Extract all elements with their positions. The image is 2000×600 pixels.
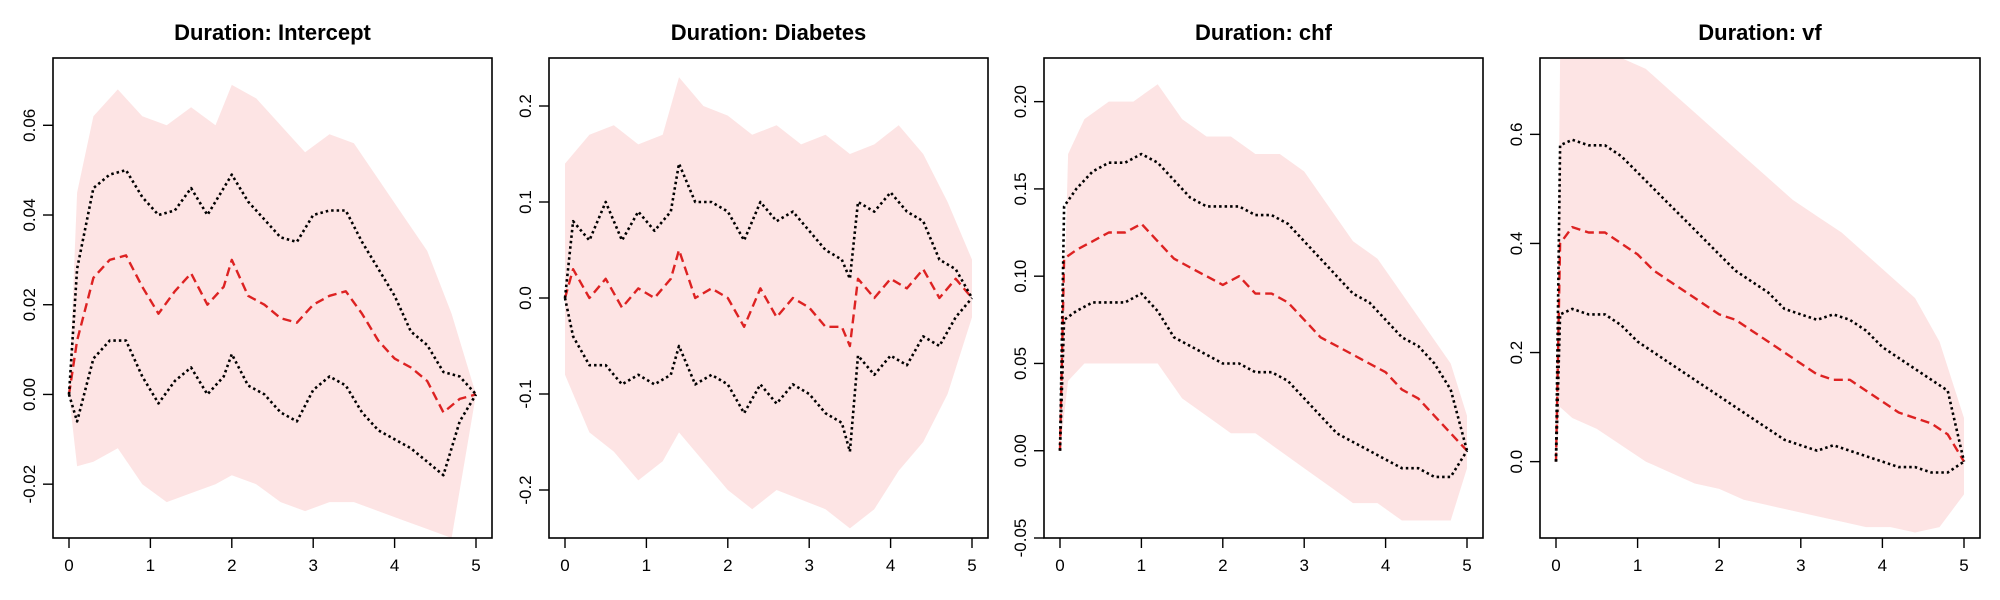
x-tick-label: 1: [1633, 556, 1642, 575]
x-tick-label: 2: [227, 556, 236, 575]
y-tick-label: 0.00: [1011, 434, 1030, 467]
panel-chf: 0 1 2 3 4 5 -0.05 0.00 0.05 0.10 0.15 0.20 Duration:…: [1011, 20, 1484, 575]
x-tick-label: 2: [1218, 556, 1227, 575]
y-tick-label: 0.0: [516, 286, 535, 310]
y-tick-label: 0.4: [1507, 232, 1526, 256]
panel-intercept: 0 1 2 3 4 5 -0.02 0.00 0.02 0.04 0.06 Duration: Int…: [20, 20, 493, 575]
estimate-line: [67, 254, 477, 414]
x-tick-label: 3: [1796, 556, 1805, 575]
x-tick-label: 1: [642, 556, 651, 575]
y-tick-label: 0.15: [1011, 172, 1030, 205]
confidence-band: [1060, 84, 1467, 521]
bound-line-1: [67, 168, 477, 396]
bound-line-1: [563, 162, 974, 299]
x-tick-label: 5: [1462, 556, 1471, 575]
y-tick-label: 0.2: [1507, 341, 1526, 365]
y-tick-label: 0.10: [1011, 260, 1030, 293]
y-tick-label: 0.06: [20, 109, 39, 142]
estimate-line: [563, 248, 973, 348]
bound-line-1: [1058, 152, 1469, 452]
y-tick-label: 0.1: [516, 190, 535, 214]
y-tick-label: 0.0: [1507, 450, 1526, 474]
y-tick-label: 0.00: [20, 378, 39, 411]
y-tick-label: -0.05: [1011, 519, 1030, 558]
plot-frame: [52, 57, 493, 539]
x-tick-label: 5: [471, 556, 480, 575]
y-tick-label: -0.2: [516, 475, 535, 504]
estimate-line: [1554, 225, 1966, 463]
bound-line-2: [1554, 307, 1965, 474]
x-tick-label: 2: [723, 556, 732, 575]
bound-line-2: [563, 297, 973, 453]
x-tick-label: 4: [390, 556, 399, 575]
panel-title: Duration: Diabetes: [671, 20, 867, 45]
x-tick-label: 1: [146, 556, 155, 575]
y-tick-label: -0.1: [516, 379, 535, 408]
panel-title: Duration: Intercept: [174, 20, 371, 45]
panel-title: Duration: chf: [1195, 20, 1333, 45]
plot-frame: [1539, 57, 1981, 539]
x-tick-label: 4: [1878, 556, 1887, 575]
panel-diabetes: 0 1 2 3 4 5 -0.2 -0.1 0.0 0.1 0.2 Duration: Diabete…: [516, 20, 989, 575]
x-tick-label: 3: [804, 556, 813, 575]
plot-frame: [1043, 57, 1484, 539]
bound-line-2: [1058, 292, 1469, 479]
confidence-band: [1556, 58, 1964, 533]
y-tick-label: 0.2: [516, 94, 535, 118]
bound-line-2: [67, 339, 478, 477]
panel-vf: 0 1 2 3 4 5 0.0 0.2 0.4 0.6 Duration: vf: [1507, 20, 1981, 575]
x-tick-label: 0: [560, 556, 569, 575]
x-tick-label: 2: [1714, 556, 1723, 575]
y-tick-label: 0.6: [1507, 123, 1526, 147]
x-tick-label: 0: [1551, 556, 1560, 575]
x-tick-label: 4: [1381, 556, 1390, 575]
y-tick-label: 0.04: [20, 198, 39, 231]
x-tick-label: 1: [1137, 556, 1146, 575]
x-tick-label: 0: [64, 556, 73, 575]
x-tick-label: 4: [886, 556, 895, 575]
panel-title: Duration: vf: [1698, 20, 1822, 45]
x-tick-label: 0: [1055, 556, 1064, 575]
bound-line-1: [1554, 138, 1966, 462]
y-tick-label: 0.02: [20, 288, 39, 321]
x-tick-label: 3: [1299, 556, 1308, 575]
estimate-line: [1058, 222, 1468, 452]
y-tick-label: 0.20: [1011, 85, 1030, 118]
y-tick-label: -0.02: [20, 465, 39, 504]
x-tick-label: 3: [308, 556, 317, 575]
y-tick-label: 0.05: [1011, 347, 1030, 380]
x-tick-label: 5: [967, 556, 976, 575]
x-tick-label: 5: [1959, 556, 1968, 575]
